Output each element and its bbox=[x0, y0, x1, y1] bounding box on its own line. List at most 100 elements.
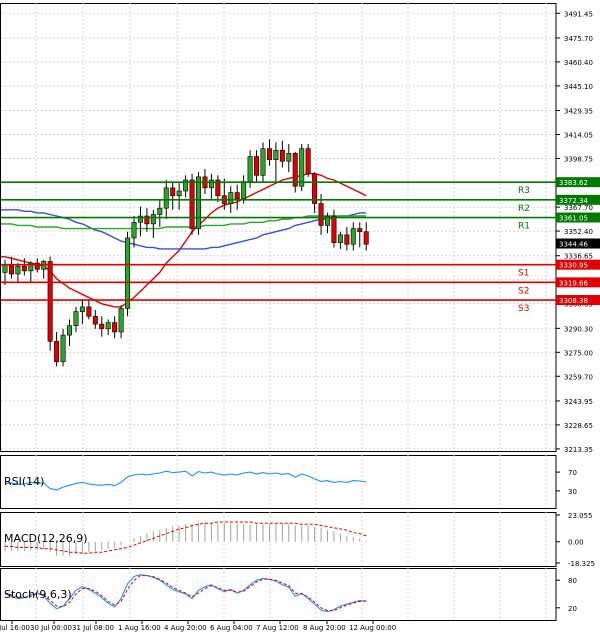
level-price-label-r2: 3372.34 bbox=[559, 197, 588, 205]
level-price-tag-r2 bbox=[556, 194, 600, 205]
indicator-tick-label: 80 bbox=[568, 577, 577, 585]
price-tick-label: 3352.40 bbox=[564, 228, 593, 236]
level-name-r1: R1 bbox=[518, 222, 530, 232]
candle-body bbox=[215, 179, 221, 196]
candle-body bbox=[266, 148, 272, 160]
candle-body bbox=[2, 264, 8, 273]
level-price-label-s1: 3330.95 bbox=[559, 262, 588, 270]
candle-body bbox=[189, 179, 195, 229]
macd-signal-line bbox=[5, 521, 367, 554]
moving-average-line-1 bbox=[1, 172, 367, 308]
time-tick-label: 30 Jul 00:00 bbox=[30, 624, 72, 632]
level-price-tag-s2 bbox=[556, 277, 600, 288]
level-price-tag-s3 bbox=[556, 295, 600, 306]
price-tick-label: 3445.10 bbox=[564, 83, 593, 91]
indicator-panel-1: 70 30 RSI(14) bbox=[4, 469, 577, 496]
level-name-r3: R3 bbox=[518, 186, 530, 196]
candle-body bbox=[286, 153, 292, 162]
stoch-k-line bbox=[4, 574, 367, 613]
indicator-tick-label: 0.00 bbox=[568, 539, 584, 547]
level-price-label-r3: 3383.62 bbox=[559, 179, 588, 187]
level-name-s2: S2 bbox=[518, 286, 529, 296]
candle-body bbox=[324, 215, 330, 226]
candle-body bbox=[228, 192, 234, 204]
price-tick-label: 3259.70 bbox=[564, 373, 593, 381]
indicator-tick-label: 70 bbox=[568, 469, 577, 477]
time-tick-label: 31 Jul 08:00 bbox=[72, 624, 114, 632]
indicator-title: MACD(12,26,9) bbox=[4, 532, 88, 545]
indicator-panel-3: 80 20 Stoch(9,6,3) bbox=[4, 574, 577, 613]
time-tick-label: 12 Aug 00:00 bbox=[349, 624, 396, 632]
candle-body bbox=[357, 228, 363, 232]
candle-body bbox=[21, 265, 27, 272]
level-price-tag-r1 bbox=[556, 212, 600, 223]
indicator-panel-frame-1 bbox=[0, 455, 557, 509]
indicator-panel-frame-3 bbox=[0, 568, 557, 621]
time-tick-label: 6 Aug 04:00 bbox=[210, 624, 253, 632]
candle-body bbox=[312, 173, 318, 204]
price-tick-label: 3228.65 bbox=[564, 422, 593, 430]
level-name-r2: R2 bbox=[518, 204, 530, 214]
price-tick-label: 3243.95 bbox=[564, 398, 593, 406]
time-tick-label: 1 Aug 16:00 bbox=[118, 624, 161, 632]
current-price-label: 3344.46 bbox=[559, 241, 588, 249]
price-tick-label: 3290.30 bbox=[564, 325, 593, 333]
level-price-label-s3: 3308.38 bbox=[559, 297, 588, 305]
candle-body bbox=[105, 322, 111, 330]
candle-body bbox=[28, 262, 34, 272]
candle-body bbox=[125, 237, 131, 309]
level-price-label-r1: 3361.05 bbox=[559, 215, 588, 223]
time-tick-label: 8 Aug 20:00 bbox=[303, 624, 346, 632]
candle-body bbox=[305, 148, 311, 175]
indicator-tick-label: 23.055 bbox=[568, 512, 593, 520]
level-price-tag-r3 bbox=[556, 177, 600, 188]
rsi-line bbox=[4, 470, 367, 491]
candle-body bbox=[92, 315, 98, 325]
price-tick-label: 3491.45 bbox=[564, 10, 593, 18]
level-name-s1: S1 bbox=[518, 269, 529, 279]
price-axis: 3491.45 3475.70 3460.40 3445.10 3429.35 3414.… bbox=[556, 10, 593, 454]
price-tick-label: 3475.70 bbox=[564, 35, 593, 43]
time-tick-label: 7 Aug 12:00 bbox=[256, 624, 299, 632]
candle-body bbox=[60, 334, 66, 363]
indicator-tick-label: 20 bbox=[568, 605, 577, 613]
main-panel-frame bbox=[0, 3, 557, 452]
level-name-s3: S3 bbox=[518, 304, 529, 314]
candle-body bbox=[337, 234, 343, 243]
candle-body bbox=[137, 215, 143, 223]
stoch-d-line bbox=[4, 575, 367, 612]
candle-body bbox=[350, 228, 356, 245]
pivot-levels: R3 3383.62 R2 3372.34 R1 3361.05 S1 3330.95 S2 33… bbox=[1, 177, 600, 314]
price-tick-label: 3213.35 bbox=[564, 446, 593, 454]
candle-body bbox=[344, 234, 350, 245]
price-tick-label: 3336.65 bbox=[564, 253, 593, 261]
candle-body bbox=[273, 149, 279, 160]
candle-body bbox=[118, 308, 124, 333]
candle-body bbox=[54, 341, 60, 363]
candles bbox=[2, 139, 369, 367]
candle-body bbox=[15, 265, 21, 275]
candle-body bbox=[8, 264, 14, 275]
candle-body bbox=[170, 187, 176, 196]
candle-body bbox=[363, 231, 369, 245]
candle-body bbox=[99, 323, 105, 330]
price-tick-label: 3414.05 bbox=[564, 132, 593, 140]
time-tick-label: 29 Jul 16:00 bbox=[0, 624, 30, 632]
indicator-tick-label: -18.325 bbox=[568, 560, 595, 568]
candle-body bbox=[241, 181, 247, 200]
candle-body bbox=[131, 222, 137, 239]
indicator-title: Stoch(9,6,3) bbox=[4, 588, 72, 601]
candle-body bbox=[254, 156, 260, 176]
candle-body bbox=[73, 311, 79, 326]
candle-body bbox=[260, 148, 266, 176]
indicator-panel-frame-2 bbox=[0, 512, 557, 567]
candle-body bbox=[163, 187, 169, 209]
candle-body bbox=[292, 153, 298, 187]
candle-body bbox=[183, 179, 189, 192]
candle-body bbox=[208, 179, 214, 189]
candle-body bbox=[47, 261, 53, 342]
candle-body bbox=[279, 149, 285, 162]
